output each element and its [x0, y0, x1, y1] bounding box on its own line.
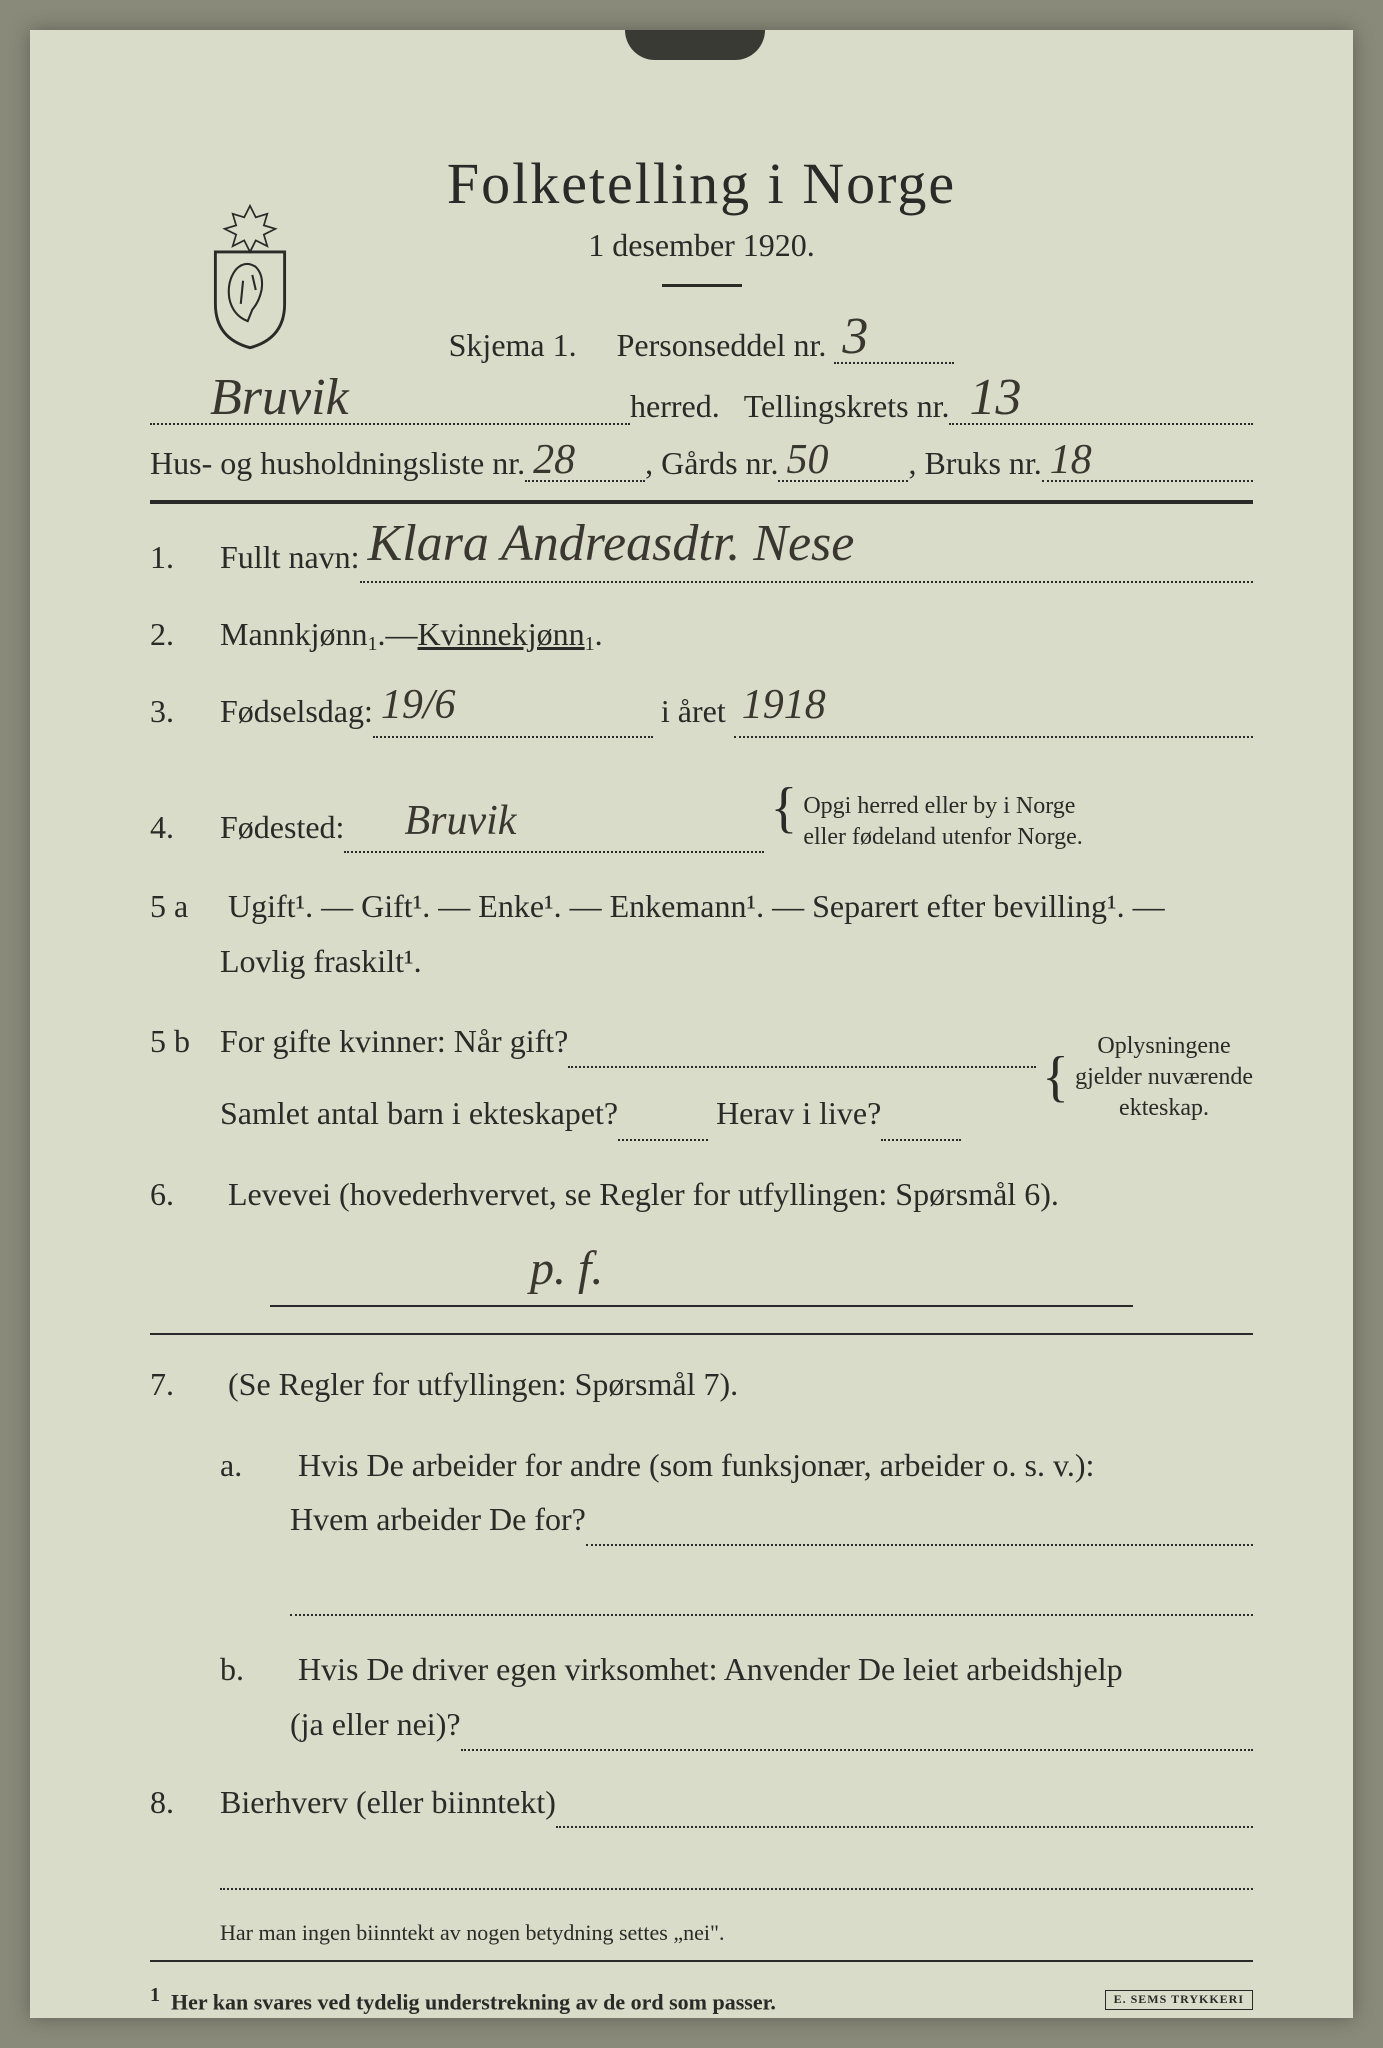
q4-field: Bruvik [344, 817, 764, 853]
q7a-2: Hvem arbeider De for? [290, 1492, 586, 1546]
page-date: 1 desember 1920. [150, 227, 1253, 264]
q1-num: 1. [150, 532, 220, 583]
q1-field: Klara Andreasdtr. Nese [360, 547, 1253, 583]
hus-nr-value: 28 [533, 436, 575, 484]
brace-icon: { [1042, 1030, 1069, 1125]
q2-row: 2. Mannkjønn1. — Kvinnekjønn1. [150, 609, 1253, 660]
q3-num: 3. [150, 686, 220, 737]
q4-label: Fødested: [220, 802, 344, 853]
herred-label: herred. [630, 388, 720, 425]
q8-label: Bierhverv (eller biinntekt) [220, 1777, 556, 1828]
q2-mann: Mannkjønn [220, 609, 368, 660]
q6-num: 6. [150, 1167, 220, 1221]
q7a-row: a. Hvis De arbeider for andre (som funks… [150, 1438, 1253, 1617]
q7b-1: Hvis De driver egen virksomhet: Anvender… [298, 1651, 1123, 1687]
q7-num: 7. [150, 1357, 220, 1411]
hus-nr-field: 28 [525, 446, 645, 482]
q5a-row: 5 a Ugift¹. — Gift¹. — Enke¹. — Enkemann… [150, 879, 1253, 988]
bruks-label: , Bruks nr. [908, 445, 1041, 482]
q5b-num: 5 b [150, 1014, 220, 1068]
fn1-num: 1 [150, 1984, 160, 2006]
tellingskrets-label: Tellingskrets nr. [744, 388, 950, 425]
footnote-nei: Har man ingen biinntekt av nogen betydni… [220, 1920, 1253, 1946]
q1-row: 1. Fullt navn: Klara Andreasdtr. Nese [150, 532, 1253, 583]
q2-kvinne: Kvinnekjønn [418, 609, 585, 660]
q7-label: (Se Regler for utfyllingen: Spørsmål 7). [228, 1366, 738, 1402]
gards-label: , Gårds nr. [645, 445, 778, 482]
q7-row: 7. (Se Regler for utfyllingen: Spørsmål … [150, 1357, 1253, 1411]
q6-label: Levevei (hovederhvervet, se Regler for u… [228, 1176, 1059, 1212]
q1-label: Fullt navn: [220, 532, 360, 583]
q5b-note: Oplysningene gjelder nuværende ekteskap. [1075, 1031, 1253, 1125]
q3-day-field: 19/6 [373, 702, 653, 738]
q3-row: 3. Fødselsdag: 19/6 i året 1918 [150, 686, 1253, 737]
q4-value: Bruvik [404, 788, 516, 855]
sup: 1 [368, 628, 378, 660]
q5a-opts2: Lovlig fraskilt¹. [220, 943, 422, 979]
q5a-opts: Ugift¹. — Gift¹. — Enke¹. — Enkemann¹. —… [228, 888, 1165, 924]
brace-icon: { [770, 764, 797, 854]
tellingskrets-value: 13 [969, 368, 1021, 427]
q3-day-value: 19/6 [381, 672, 456, 739]
q5b-gift-field [568, 1032, 1036, 1068]
hus-line: Hus- og husholdningsliste nr. 28 , Gårds… [150, 445, 1253, 482]
q7b-row: b. Hvis De driver egen virksomhet: Anven… [150, 1642, 1253, 1751]
page-title: Folketelling i Norge [150, 150, 1253, 217]
personseddel-nr-field: 3 [834, 328, 954, 364]
q3-year-field: 1918 [734, 702, 1253, 738]
q5b-l2b: Herav i live? [716, 1086, 881, 1140]
q7a-num: a. [220, 1438, 290, 1492]
q4-row: 4. Fødested: Bruvik { Opgi herred eller … [150, 764, 1253, 854]
fn1-text: Her kan svares ved tydelig understreknin… [171, 1990, 776, 2015]
q7a-field2 [290, 1580, 1253, 1616]
q7b-field [461, 1715, 1253, 1751]
q7a-1: Hvis De arbeider for andre (som funksjon… [298, 1447, 1094, 1483]
form-header: Folketelling i Norge 1 desember 1920. [150, 150, 1253, 287]
q8-num: 8. [150, 1777, 220, 1828]
q4-note: Opgi herred eller by i Norge eller fødel… [803, 791, 1082, 853]
q4-num: 4. [150, 802, 220, 853]
personseddel-label: Personseddel nr. [617, 327, 827, 363]
q7b-2: (ja eller nei)? [290, 1697, 461, 1751]
q8-field2 [220, 1854, 1253, 1890]
divider [662, 284, 742, 287]
census-form-page: Folketelling i Norge 1 desember 1920. Sk… [30, 30, 1353, 2018]
bruks-nr-value: 18 [1050, 436, 1092, 484]
hus-label: Hus- og husholdningsliste nr. [150, 445, 525, 482]
dash: — [386, 609, 418, 660]
q7a-field [586, 1510, 1253, 1546]
printer-mark: E. SEMS TRYKKERI [1105, 1990, 1253, 2009]
herred-line: Bruvik herred. Tellingskrets nr. 13 [150, 388, 1253, 425]
q3-label: Fødselsdag: [220, 686, 373, 737]
gards-nr-value: 50 [786, 436, 828, 484]
q6-value: p. f. [530, 1228, 603, 1310]
bruks-nr-field: 18 [1042, 446, 1253, 482]
q5b-row: 5 b For gifte kvinner: Når gift? Samlet … [150, 1014, 1253, 1141]
footnote-1: 1 Her kan svares ved tydelig understrekn… [150, 1984, 1253, 2015]
herred-value: Bruvik [210, 368, 349, 427]
rule [150, 1333, 1253, 1335]
skjema-label: Skjema 1. [449, 327, 577, 363]
q8-row: 8. Bierhverv (eller biinntekt) [150, 1777, 1253, 1828]
rule [150, 1960, 1253, 1962]
q5a-num: 5 a [150, 879, 220, 933]
q1-value: Klara Andreasdtr. Nese [368, 502, 855, 585]
q5b-l1: For gifte kvinner: Når gift? [220, 1014, 568, 1068]
q3-year-value: 1918 [742, 672, 826, 739]
q6-row: 6. Levevei (hovederhvervet, se Regler fo… [150, 1167, 1253, 1307]
q3-mid: i året [661, 686, 726, 737]
herred-field: Bruvik [150, 389, 630, 425]
tellingskrets-field: 13 [949, 389, 1253, 425]
personseddel-nr-value: 3 [842, 307, 868, 366]
gards-nr-field: 50 [778, 446, 908, 482]
q5b-live-field [881, 1105, 961, 1141]
q2-num: 2. [150, 609, 220, 660]
coat-of-arms-icon [190, 200, 310, 350]
q5b-barn-field [618, 1105, 708, 1141]
q6-field: p. f. [270, 1267, 1133, 1307]
q7b-num: b. [220, 1642, 290, 1696]
skjema-line: Skjema 1. Personseddel nr. 3 [150, 327, 1253, 364]
q5b-l2a: Samlet antal barn i ekteskapet? [220, 1086, 618, 1140]
q8-field [556, 1792, 1253, 1828]
